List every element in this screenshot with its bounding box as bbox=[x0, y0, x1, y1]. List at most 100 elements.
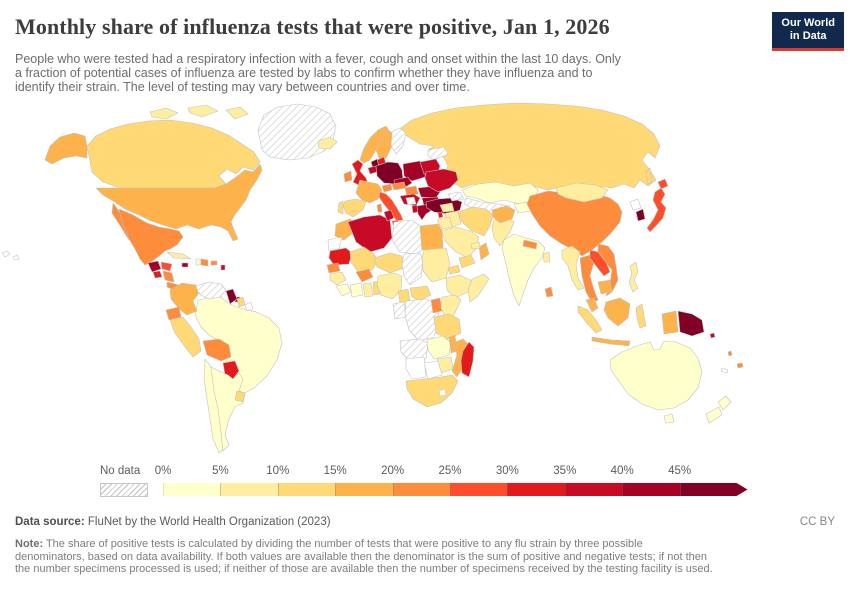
country-ghana[interactable] bbox=[362, 282, 374, 298]
country-new-zealand[interactable] bbox=[705, 406, 723, 424]
country-arctic-islands[interactable] bbox=[225, 106, 249, 120]
country-russia[interactable] bbox=[397, 102, 661, 191]
country-italy[interactable] bbox=[378, 191, 404, 222]
country-el-salvador[interactable] bbox=[152, 270, 163, 279]
country-tunisia[interactable] bbox=[383, 209, 395, 222]
country-japan[interactable] bbox=[657, 178, 669, 190]
country-mongolia[interactable] bbox=[555, 182, 609, 203]
country-uae[interactable] bbox=[470, 241, 481, 250]
country-honduras[interactable] bbox=[160, 261, 173, 272]
country-spain[interactable] bbox=[342, 198, 367, 218]
country-nepal[interactable] bbox=[522, 239, 538, 250]
country-dr-congo[interactable] bbox=[404, 298, 440, 342]
country-georgia-azerbaijan[interactable] bbox=[447, 191, 465, 202]
country-solomon-islands[interactable] bbox=[709, 332, 716, 339]
country-namibia[interactable] bbox=[405, 356, 427, 380]
owid-logo[interactable]: Our World in Data bbox=[772, 12, 844, 51]
country-madagascar[interactable] bbox=[460, 341, 475, 378]
country-ireland[interactable] bbox=[343, 170, 353, 183]
country-philippines[interactable] bbox=[628, 261, 639, 293]
legend-bin-9[interactable] bbox=[679, 483, 748, 496]
country-tanzania[interactable] bbox=[433, 313, 462, 340]
legend-bin-3[interactable] bbox=[335, 483, 393, 496]
country-papua-new-guinea[interactable] bbox=[677, 310, 705, 337]
country-mauritania[interactable] bbox=[328, 247, 353, 266]
legend-bin-1[interactable] bbox=[220, 483, 278, 496]
country-myanmar[interactable] bbox=[561, 245, 585, 291]
country-zambia[interactable] bbox=[426, 335, 452, 360]
country-canada[interactable] bbox=[86, 119, 261, 189]
country-egypt[interactable] bbox=[419, 223, 444, 251]
legend-bin-6[interactable] bbox=[507, 483, 565, 496]
country-colombia[interactable] bbox=[169, 282, 200, 316]
country-senegal[interactable] bbox=[326, 262, 341, 274]
country-libya[interactable] bbox=[391, 219, 423, 255]
country-portugal[interactable] bbox=[337, 200, 344, 215]
country-cuba[interactable] bbox=[166, 251, 192, 260]
country-hawaii[interactable] bbox=[12, 254, 20, 261]
country-lebanon[interactable] bbox=[437, 211, 444, 219]
country-sumatra[interactable] bbox=[577, 305, 603, 334]
country-haiti[interactable] bbox=[195, 258, 202, 266]
country-sudan[interactable] bbox=[421, 247, 451, 283]
country-botswana[interactable] bbox=[423, 360, 443, 380]
country-jamaica[interactable] bbox=[181, 262, 189, 268]
legend-bin-7[interactable] bbox=[564, 483, 623, 496]
country-syria[interactable] bbox=[439, 202, 455, 213]
country-usa[interactable] bbox=[95, 163, 263, 242]
license-link[interactable]: CC BY bbox=[799, 516, 835, 528]
country-puerto-rico[interactable] bbox=[210, 260, 218, 266]
country-united-kingdom[interactable] bbox=[351, 159, 369, 187]
country-algeria[interactable] bbox=[347, 214, 393, 253]
country-mali[interactable] bbox=[349, 246, 379, 273]
legend-bin-5[interactable] bbox=[449, 483, 508, 496]
country-tasmania[interactable] bbox=[663, 413, 675, 424]
legend-bin-4[interactable] bbox=[392, 483, 450, 496]
country-bolivia[interactable] bbox=[202, 338, 232, 362]
country-france[interactable] bbox=[355, 179, 383, 204]
legend-bin-8[interactable] bbox=[622, 483, 680, 496]
country-ukraine[interactable] bbox=[424, 168, 459, 193]
country-fiji[interactable] bbox=[736, 362, 744, 369]
country-argentina[interactable] bbox=[210, 366, 246, 452]
country-java[interactable] bbox=[591, 336, 631, 347]
country-sierra-leone-liberia[interactable] bbox=[335, 283, 352, 297]
country-chad[interactable] bbox=[401, 252, 424, 286]
country-niger[interactable] bbox=[373, 252, 405, 274]
country-hungary[interactable] bbox=[404, 185, 419, 197]
country-india[interactable] bbox=[501, 233, 546, 307]
country-oman[interactable] bbox=[478, 242, 490, 261]
legend-bin-0[interactable] bbox=[163, 483, 221, 496]
country-lesser-antilles[interactable] bbox=[220, 264, 226, 271]
country-baltic-states[interactable] bbox=[427, 146, 449, 161]
country-israel-jordan[interactable] bbox=[437, 216, 453, 230]
country-yemen[interactable] bbox=[458, 254, 476, 269]
country-sakhalin[interactable] bbox=[645, 167, 653, 185]
country-belgium[interactable] bbox=[367, 165, 378, 175]
country-arctic-islands[interactable] bbox=[187, 104, 219, 118]
country-nigeria[interactable] bbox=[376, 272, 403, 300]
country-guatemala[interactable] bbox=[147, 260, 162, 273]
country-japan[interactable] bbox=[646, 187, 667, 233]
country-uganda[interactable] bbox=[430, 297, 443, 314]
country-suriname[interactable] bbox=[236, 296, 246, 308]
country-south-africa[interactable] bbox=[405, 374, 459, 408]
country-finland[interactable] bbox=[390, 127, 407, 155]
country-vanuatu[interactable] bbox=[727, 350, 733, 357]
country-afghanistan[interactable] bbox=[491, 205, 516, 224]
country-vietnam[interactable] bbox=[597, 243, 619, 297]
country-uruguay[interactable] bbox=[234, 390, 246, 403]
country-western-sahara[interactable] bbox=[327, 236, 343, 252]
country-new-zealand[interactable] bbox=[717, 395, 732, 411]
country-sardinia[interactable] bbox=[376, 203, 383, 213]
country-bangladesh[interactable] bbox=[542, 251, 551, 263]
country-alaska[interactable] bbox=[44, 132, 88, 165]
country-guinea[interactable] bbox=[329, 271, 347, 286]
country-ethiopia[interactable] bbox=[445, 274, 473, 299]
country-australia[interactable] bbox=[609, 340, 703, 411]
country-ecuador[interactable] bbox=[165, 306, 182, 321]
country-central-african-republic[interactable] bbox=[409, 285, 432, 302]
country-french-guiana[interactable] bbox=[244, 301, 254, 312]
country-lesotho[interactable] bbox=[438, 388, 447, 397]
country-venezuela[interactable] bbox=[195, 281, 227, 300]
